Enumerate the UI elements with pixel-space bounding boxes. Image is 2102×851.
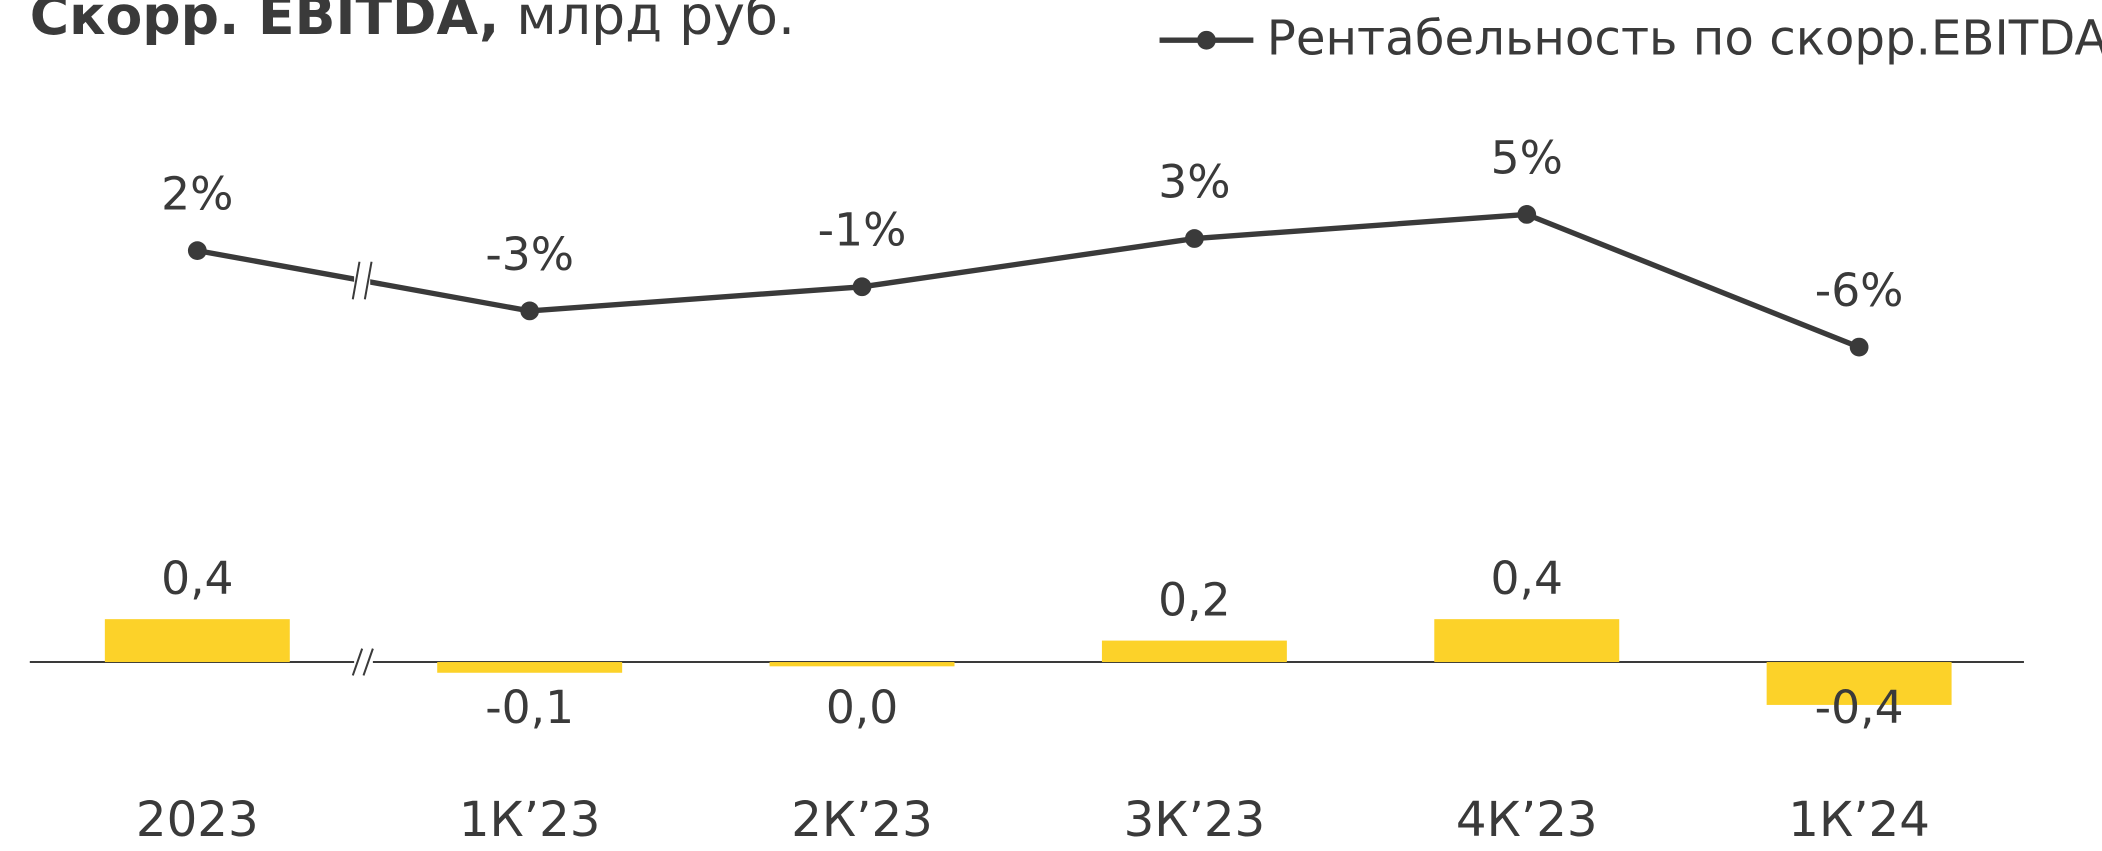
bar — [1434, 619, 1620, 663]
value-label: 3% — [1158, 155, 1230, 208]
chart-title: Скорр. EBITDA, млрд руб. — [30, 0, 795, 46]
x-tick-label: 3К’23 — [1124, 792, 1266, 848]
title-regular: млрд руб. — [499, 0, 795, 46]
x-tick-label: 2023 — [136, 792, 259, 848]
value-label: 2% — [161, 168, 233, 221]
value-label: -0,4 — [1815, 681, 1904, 734]
bar — [1766, 662, 1952, 705]
x-tick-label: 2К’23 — [791, 792, 933, 848]
bar — [1101, 640, 1287, 663]
line-point — [187, 241, 207, 260]
line-break — [363, 261, 373, 300]
x-tick-label: 1К’23 — [459, 792, 601, 848]
x-tick-label: 4К’23 — [1456, 792, 1598, 848]
x-tick-label: 1К’24 — [1788, 792, 1930, 848]
legend-label: Рентабельность по скорр.EBITDA — [1267, 11, 2102, 67]
line-point — [1185, 229, 1204, 248]
line-break — [351, 261, 361, 300]
value-label: -1% — [818, 204, 907, 257]
bar — [437, 662, 623, 673]
bar — [769, 662, 955, 667]
line-point — [1849, 337, 1869, 357]
line-point — [852, 277, 872, 297]
value-label: 0,4 — [1491, 552, 1563, 605]
line-point — [1517, 205, 1537, 224]
title-bold: Скорр. EBITDA, — [30, 0, 500, 46]
line — [196, 211, 1861, 350]
value-label: -0,1 — [485, 681, 574, 734]
value-label: -3% — [485, 228, 574, 281]
line-point — [520, 301, 540, 321]
axis-break — [351, 648, 374, 676]
value-label: 0,0 — [826, 681, 898, 734]
value-label: 0,2 — [1158, 574, 1230, 627]
bar — [104, 619, 290, 663]
value-label: -6% — [1815, 264, 1904, 317]
legend-marker — [1197, 30, 1216, 50]
value-label: 0,4 — [161, 552, 233, 605]
value-label: 5% — [1491, 131, 1563, 184]
